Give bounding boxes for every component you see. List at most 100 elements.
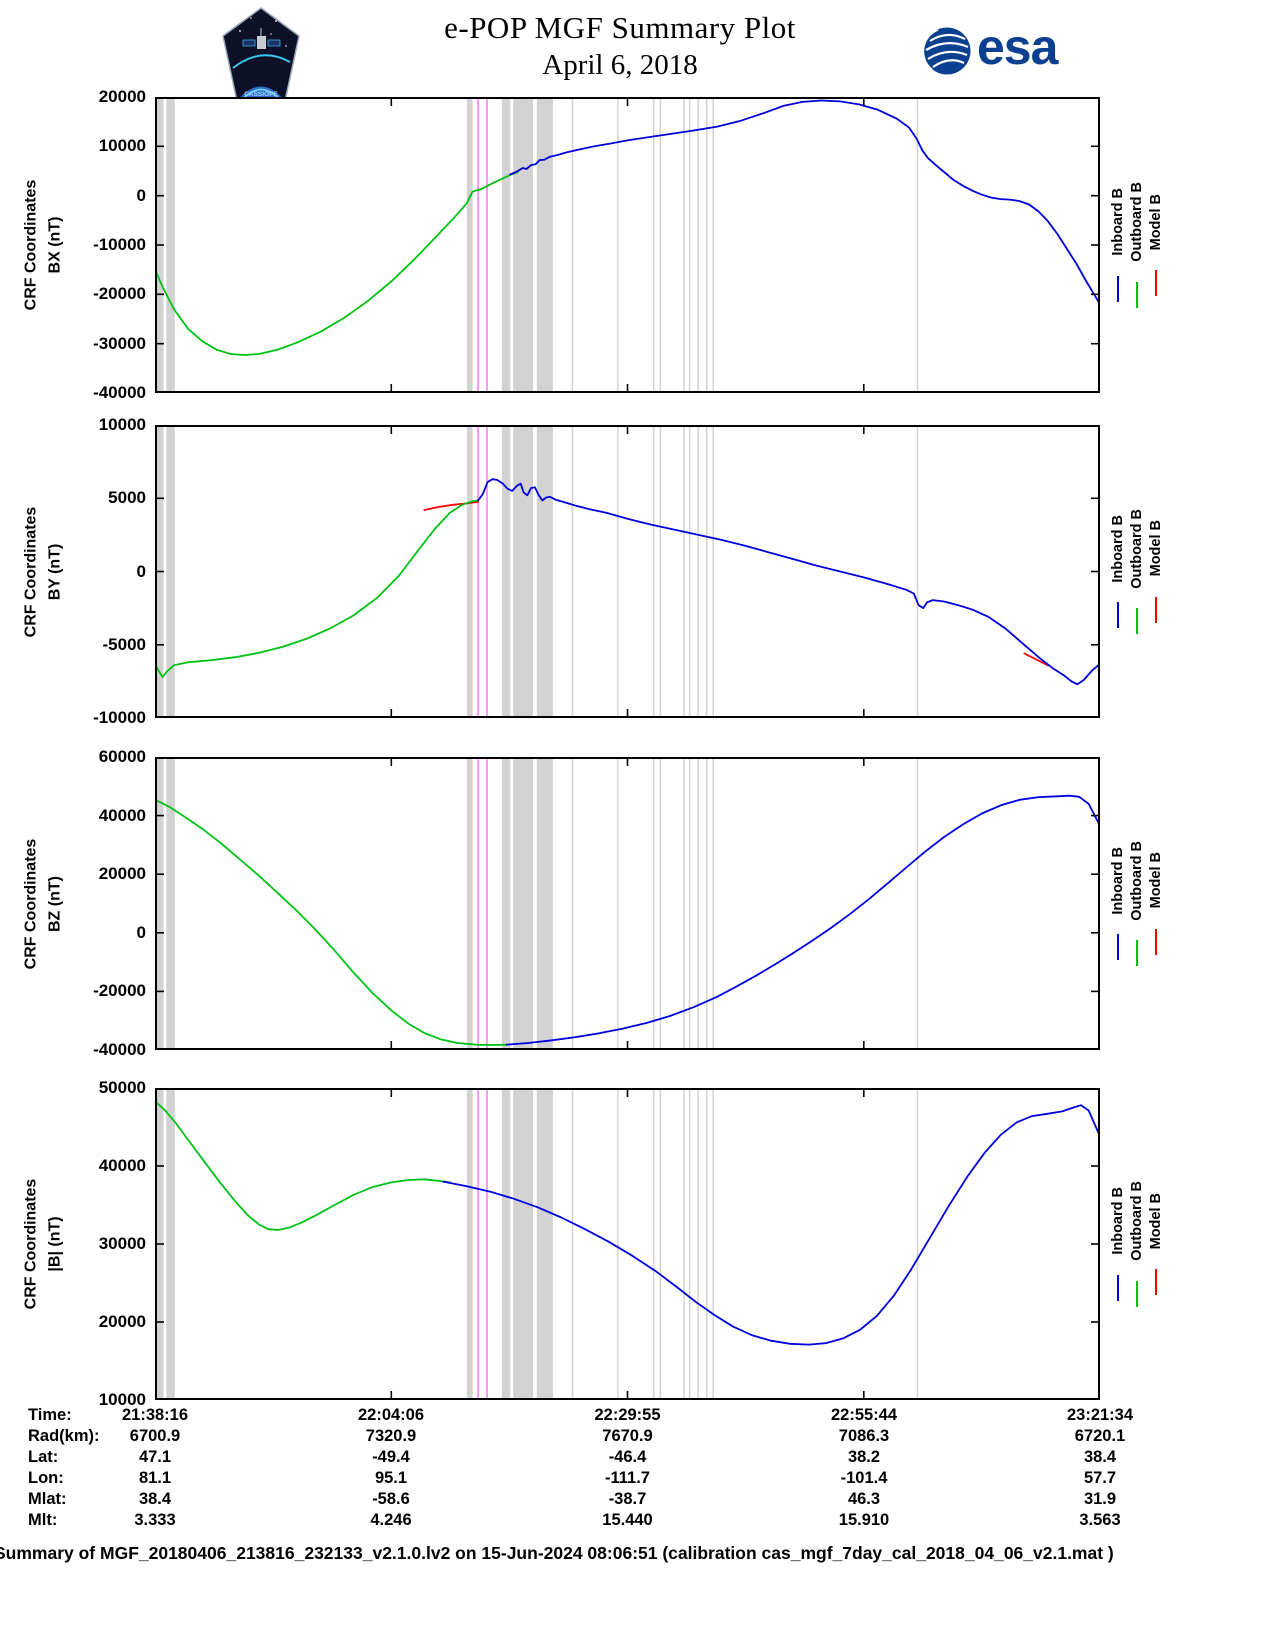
table-cell: -38.7 (608, 1490, 647, 1508)
legend-line-sample (1155, 270, 1157, 297)
y-tick-label: -40000 (93, 1040, 146, 1059)
legend-item: Outboard B (1129, 841, 1145, 967)
table-cell: 7320.9 (365, 1427, 417, 1445)
y-tick-label: 40000 (98, 1156, 146, 1175)
table-cell: 23:21:34 (1066, 1406, 1134, 1424)
y-tick-label: 0 (136, 922, 146, 942)
table-cell: 7670.9 (602, 1427, 653, 1445)
legend-label: Inboard B (1110, 188, 1126, 256)
table-row-label: Rad(km): (28, 1427, 100, 1445)
plot-panel-bmag (155, 1088, 1100, 1400)
y-tick-label: 0 (136, 185, 146, 205)
mission-patch-icon: CASSIOPE (222, 7, 300, 102)
legend-line-sample (1155, 596, 1157, 623)
legend-item: Outboard B (1129, 1181, 1145, 1307)
y-axis-label-bz: CRF Coordinates BZ (nT) (22, 838, 64, 969)
table-row-label: Mlt: (28, 1511, 58, 1529)
esa-globe-icon (922, 27, 971, 75)
plot-panel-by (155, 425, 1100, 718)
y-tick-label: -10000 (93, 708, 146, 727)
table-cell: -49.4 (372, 1448, 410, 1466)
table-row-label: Time: (28, 1406, 72, 1424)
legend-line-sample (1155, 928, 1157, 955)
table-cell: 6720.1 (1074, 1427, 1126, 1445)
y-tick-label: 10000 (98, 1390, 146, 1409)
table-cell: 3.563 (1079, 1511, 1121, 1529)
legend-line-sample (1136, 281, 1138, 308)
y-tick-label: 30000 (98, 1234, 146, 1253)
legend-panel-by: Inboard B Outboard B Model B (1104, 425, 1170, 718)
legend-item: Model B (1148, 852, 1164, 955)
esa-logo: esa (922, 22, 1058, 76)
legend-line-sample (1155, 1269, 1157, 1296)
table-cell: 22:29:55 (594, 1406, 661, 1424)
legend-panel-bx: Inboard B Outboard B Model B (1104, 97, 1170, 393)
legend-label: Inboard B (1110, 846, 1126, 915)
table-cell: 3.333 (134, 1511, 176, 1529)
plot-canvas-by (155, 425, 1100, 718)
table-cell: -46.4 (608, 1448, 647, 1466)
legend-panel-bz: Inboard B Outboard B Model B (1104, 757, 1170, 1050)
legend-item: Outboard B (1129, 509, 1145, 635)
y-tick-label: -20000 (93, 284, 146, 304)
table-row-label: Lat: (28, 1448, 59, 1466)
table-cell: -101.4 (840, 1469, 888, 1487)
legend-label: Inboard B (1110, 514, 1126, 583)
table-cell: 21:38:16 (121, 1406, 189, 1424)
svg-text:CASSIOPE: CASSIOPE (244, 91, 278, 98)
y-tick-label: -40000 (93, 383, 146, 402)
y-tick-label: 40000 (98, 805, 146, 825)
legend-label: Outboard B (1129, 508, 1145, 589)
y-tick-label: 0 (136, 561, 146, 581)
plot-title-block: e-POP MGF Summary Plot April 6, 2018 (330, 10, 910, 82)
y-tick-label: 10000 (98, 415, 146, 434)
legend-panel-bmag: Inboard B Outboard B Model B (1104, 1088, 1170, 1400)
y-tick-label: -10000 (93, 235, 146, 254)
legend-line-sample (1136, 940, 1138, 967)
legend-line-sample (1117, 275, 1119, 302)
legend-label: Model B (1148, 1192, 1164, 1250)
legend-item: Model B (1148, 520, 1164, 623)
y-tick-label: 5000 (108, 488, 146, 508)
table-row-label: Lon: (28, 1469, 64, 1487)
table-cell: 22:55:44 (830, 1406, 898, 1424)
legend-label: Outboard B (1129, 1181, 1145, 1261)
legend-line-sample (1117, 602, 1119, 629)
table-cell: 38.4 (1083, 1448, 1117, 1466)
table-cell: 15.910 (838, 1511, 890, 1529)
legend-label: Model B (1148, 852, 1164, 909)
legend-label: Inboard B (1110, 1187, 1126, 1255)
table-cell: 22:04:06 (357, 1406, 425, 1424)
legend-item: Model B (1148, 1192, 1164, 1296)
y-tick-label: 20000 (98, 87, 146, 106)
plot-canvas-bmag (155, 1088, 1100, 1400)
table-cell: 15.440 (602, 1511, 653, 1529)
legend-item: Inboard B (1110, 847, 1126, 961)
y-tick-label: -5000 (102, 634, 146, 654)
y-tick-label: 20000 (98, 864, 146, 884)
legend-label: Outboard B (1129, 182, 1145, 262)
table-cell: 38.4 (138, 1490, 172, 1508)
legend-label: Model B (1148, 520, 1164, 577)
table-cell: 95.1 (374, 1469, 408, 1487)
esa-logo-text: esa (977, 19, 1058, 75)
y-tick-label: -30000 (93, 333, 146, 353)
table-cell: -58.6 (372, 1490, 410, 1508)
table-cell: 4.246 (370, 1511, 412, 1529)
page-title: e-POP MGF Summary Plot (444, 10, 796, 45)
plot-panel-bz (155, 757, 1100, 1050)
table-cell: -111.7 (605, 1469, 650, 1487)
table-cell: 6700.9 (129, 1427, 181, 1445)
legend-item: Inboard B (1110, 188, 1126, 302)
legend-label: Model B (1148, 193, 1164, 251)
table-cell: 7086.3 (838, 1427, 890, 1445)
plot-canvas-bz (155, 757, 1100, 1050)
legend-line-sample (1117, 934, 1119, 961)
legend-item: Inboard B (1110, 1187, 1126, 1301)
legend-item: Outboard B (1129, 182, 1145, 308)
table-cell: 31.9 (1083, 1490, 1117, 1508)
y-tick-label: 60000 (98, 747, 146, 766)
legend-item: Inboard B (1110, 515, 1126, 629)
plot-canvas-bx (155, 97, 1100, 393)
